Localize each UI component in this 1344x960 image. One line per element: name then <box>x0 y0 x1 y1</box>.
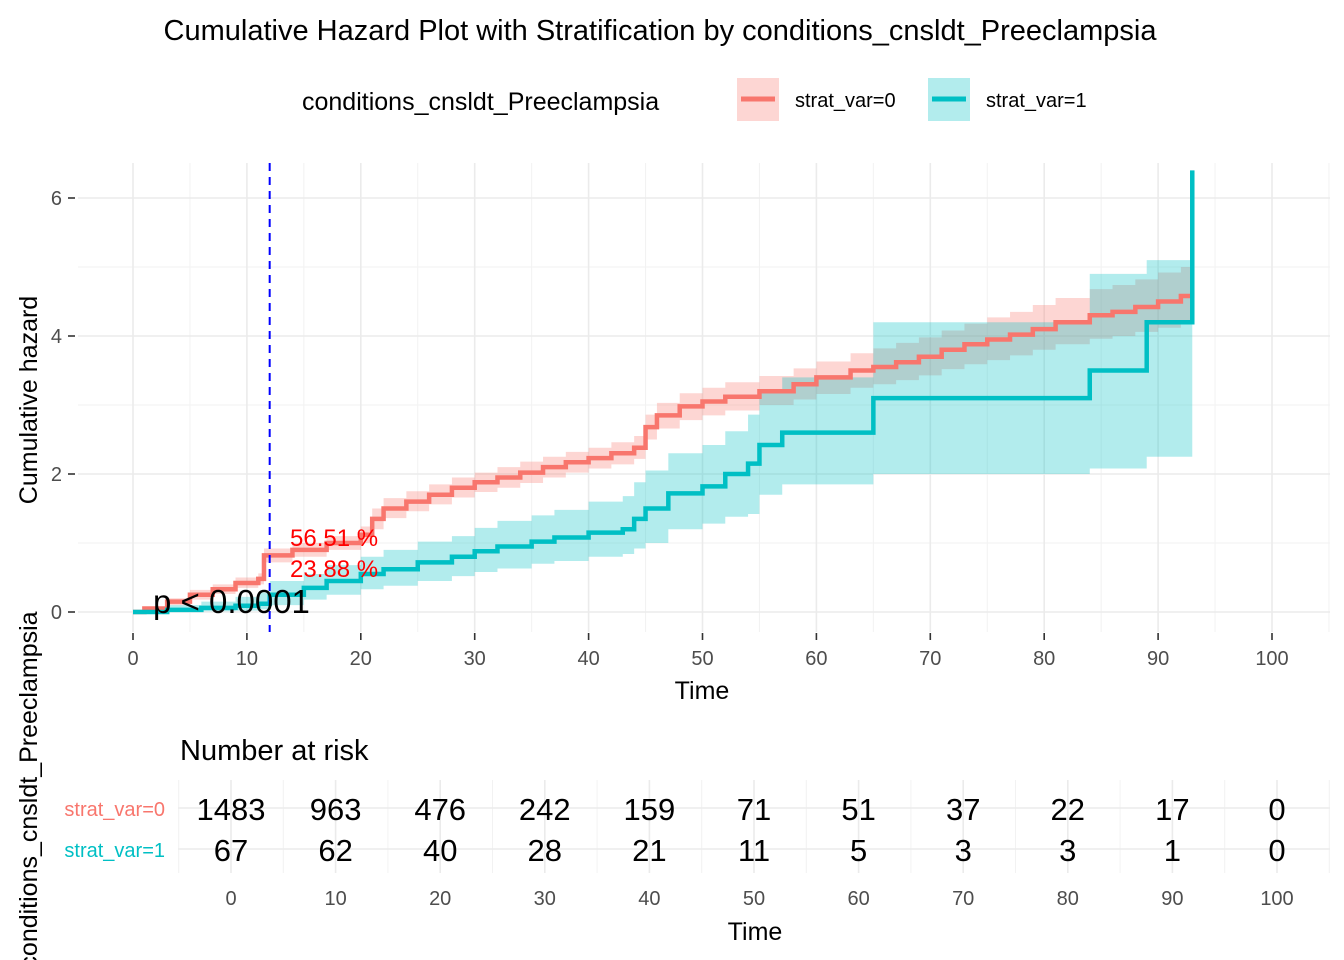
risk-cell: 28 <box>528 833 562 868</box>
risk-row-label-0: strat_var=0 <box>64 799 165 821</box>
y-tick-label: 6 <box>51 188 62 210</box>
risk-x-tick-label: 0 <box>225 888 236 910</box>
risk-table-grid <box>178 780 1330 873</box>
y-axis-title: Cumulative hazard <box>15 296 43 504</box>
risk-cell: 22 <box>1051 792 1085 827</box>
y-tick-label: 2 <box>51 464 62 486</box>
risk-cell: 1 <box>1164 833 1181 868</box>
confidence-band-1 <box>133 260 1193 612</box>
risk-x-tick-label: 80 <box>1057 888 1079 910</box>
legend-title: conditions_cnsldt_Preeclampsia <box>302 88 659 116</box>
risk-cell: 21 <box>632 833 666 868</box>
risk-row-label-1: strat_var=1 <box>64 840 165 862</box>
annotation-red-percent: 56.51 % <box>290 525 378 552</box>
risk-cell: 11 <box>738 833 770 868</box>
risk-x-tick-label: 90 <box>1161 888 1183 910</box>
risk-table: 1483 963 476 242 159 71 51 37 22 17 067 62 40 28 21 11 5… <box>197 792 1286 868</box>
legend-label-1: strat_var=1 <box>986 90 1087 112</box>
x-tick-label: 20 <box>350 648 372 670</box>
risk-cell: 159 <box>624 792 676 827</box>
risk-cell: 71 <box>737 792 771 827</box>
annotation-teal-percent: 23.88 % <box>290 556 378 583</box>
x-tick-label: 60 <box>805 648 827 670</box>
chart-title: Cumulative Hazard Plot with Stratificati… <box>164 15 1158 47</box>
risk-cell: 242 <box>519 792 571 827</box>
risk-cell: 37 <box>946 792 980 827</box>
risk-cell: 3 <box>955 833 972 868</box>
p-value-annotation: p < 0.0001 <box>153 583 310 620</box>
y-tick-label: 0 <box>51 602 62 624</box>
risk-cell: 51 <box>841 792 875 827</box>
risk-cell: 3 <box>1059 833 1076 868</box>
risk-x-tick-label: 30 <box>534 888 556 910</box>
risk-table-x-axis-title: Time <box>728 918 783 946</box>
x-tick-label: 80 <box>1033 648 1055 670</box>
x-tick-label: 50 <box>691 648 713 670</box>
risk-x-tick-label: 20 <box>429 888 451 910</box>
confidence-bands <box>133 260 1193 612</box>
risk-table-title: Number at risk <box>180 735 369 767</box>
y-axis: 0 2 4 6 <box>51 188 75 624</box>
x-tick-label: 10 <box>236 648 258 670</box>
hazard-line-0 <box>133 291 1195 615</box>
risk-cell: 1483 <box>197 792 266 827</box>
x-tick-label: 0 <box>127 648 138 670</box>
risk-x-tick-label: 50 <box>743 888 765 910</box>
risk-cell: 0 <box>1268 792 1285 827</box>
risk-x-tick-label: 60 <box>847 888 869 910</box>
risk-cell: 476 <box>414 792 466 827</box>
risk-table-x-axis: 0 10 20 30 40 50 60 70 80 90 100 <box>225 888 1293 910</box>
risk-x-tick-label: 100 <box>1260 888 1293 910</box>
risk-cell: 17 <box>1155 792 1189 827</box>
risk-x-tick-label: 10 <box>324 888 346 910</box>
risk-cell: 40 <box>423 833 457 868</box>
risk-cell: 67 <box>214 833 248 868</box>
risk-cell: 963 <box>310 792 362 827</box>
legend: conditions_cnsldt_Preeclampsia strat_var… <box>302 78 1087 121</box>
y-tick-label: 4 <box>51 326 62 348</box>
x-tick-label: 70 <box>919 648 941 670</box>
x-tick-label: 100 <box>1255 648 1288 670</box>
x-tick-label: 30 <box>464 648 486 670</box>
risk-x-tick-label: 70 <box>952 888 974 910</box>
risk-cell: 0 <box>1268 833 1285 868</box>
risk-table-y-axis-title: conditions_cnsldt_Preeclampsia <box>15 611 43 960</box>
confidence-band-0 <box>133 261 1193 612</box>
risk-x-tick-label: 40 <box>638 888 660 910</box>
risk-cell: 5 <box>850 833 867 868</box>
x-axis: 0 10 20 30 40 50 60 70 80 90 100 <box>127 633 1289 670</box>
x-tick-label: 40 <box>577 648 599 670</box>
x-axis-title: Time <box>675 677 730 705</box>
risk-cell: 62 <box>318 833 352 868</box>
x-tick-label: 90 <box>1147 648 1169 670</box>
legend-label-0: strat_var=0 <box>795 90 896 112</box>
